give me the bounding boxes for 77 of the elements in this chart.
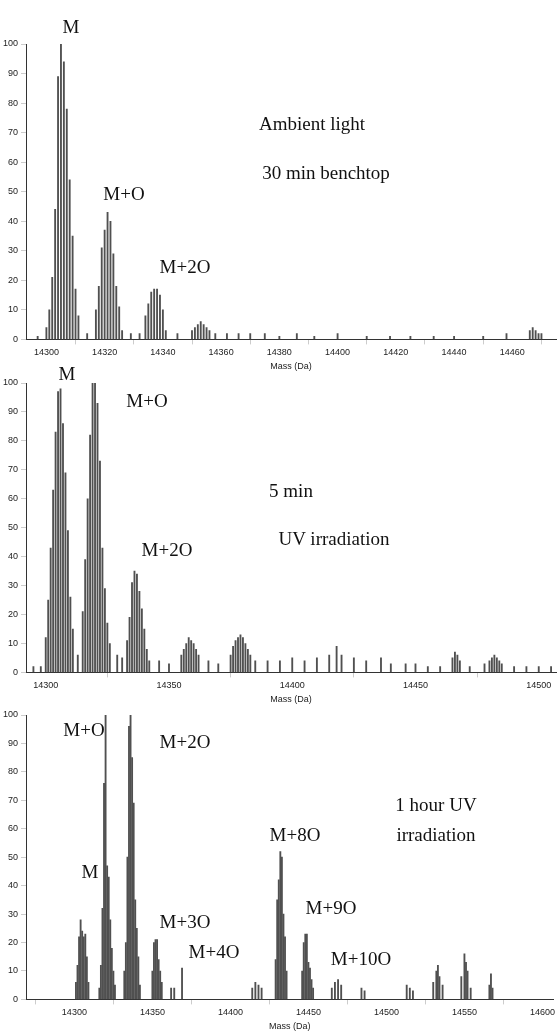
- text: M: [62, 15, 80, 37]
- y-tick-label: 50: [8, 851, 19, 862]
- annotation: M+2O: [159, 255, 211, 277]
- annotation: M+10O: [330, 947, 392, 969]
- y-tick-label: 70: [8, 464, 19, 475]
- y-tick-label: 90: [8, 406, 19, 417]
- y-tick-label: 80: [8, 766, 19, 777]
- y-tick-label: 100: [2, 377, 19, 388]
- annotation: M: [58, 362, 76, 384]
- y-tick-label: 40: [8, 215, 19, 226]
- annotation: M+O: [126, 389, 168, 411]
- annotation: M+9O: [305, 896, 357, 918]
- x-tick-label: 14360: [208, 347, 234, 358]
- annotation: M+4O: [188, 940, 240, 962]
- annotation: M+2O: [159, 730, 211, 752]
- x-axis-title: Mass (Da): [270, 361, 312, 372]
- x-tick-label: 14500: [373, 1007, 399, 1018]
- annotation: irradiation: [396, 823, 476, 845]
- x-axis-title: Mass (Da): [268, 1021, 311, 1032]
- x-tick-label: 14340: [150, 347, 176, 358]
- annotation: 30 min benchtop: [262, 161, 390, 183]
- y-tick-label: 20: [8, 937, 19, 947]
- y-tick-label: 10: [8, 965, 19, 976]
- x-tick-label: 14400: [325, 347, 351, 358]
- annotation: M+O: [63, 718, 105, 740]
- x-tick-label: 14350: [156, 680, 182, 691]
- y-tick-label: 50: [8, 186, 19, 197]
- y-tick-label: 40: [8, 880, 19, 891]
- annotation: M+O: [103, 182, 145, 204]
- y-tick-label: 60: [8, 823, 19, 834]
- annotation: M+2O: [141, 538, 193, 560]
- y-tick-label: 90: [8, 68, 19, 79]
- x-axis-title: Mass (Da): [270, 694, 312, 705]
- y-tick-label: 60: [8, 156, 19, 167]
- y-tick-label: 0: [13, 993, 19, 1004]
- y-tick-label: 50: [8, 522, 19, 533]
- y-tick-label: 60: [8, 493, 19, 504]
- annotation: 1 hour UV: [395, 793, 477, 815]
- y-tick-label: 30: [8, 908, 19, 919]
- y-tick-label: 10: [8, 637, 19, 648]
- x-tick-label: 14350: [139, 1007, 165, 1018]
- y-tick-label: 30: [8, 245, 19, 256]
- y-tick-label: 100: [2, 709, 19, 720]
- x-tick-label: 14300: [61, 1007, 87, 1018]
- x-tick-label: 14400: [217, 1007, 243, 1018]
- x-tick-label: 14450: [402, 680, 429, 691]
- y-tick-label: 10: [8, 304, 19, 315]
- annotation: M: [81, 860, 99, 882]
- y-tick-label: 70: [8, 794, 19, 805]
- x-tick-label: 14500: [526, 680, 552, 691]
- x-tick-label: 14300: [33, 347, 59, 358]
- x-tick-label: 14400: [279, 680, 305, 691]
- y-tick-label: 90: [8, 737, 19, 748]
- annotation: M+8O: [269, 823, 321, 845]
- annotation: M+3O: [159, 910, 211, 932]
- x-tick-label: 14460: [499, 347, 525, 358]
- x-tick-label: 14550: [451, 1007, 477, 1018]
- y-tick-label: 40: [8, 551, 19, 562]
- y-tick-label: 80: [8, 435, 19, 446]
- annotation: 5 min: [269, 479, 313, 501]
- x-tick-label: 14600: [529, 1007, 555, 1018]
- y-tick-label: 20: [8, 274, 19, 285]
- annotation: Ambient light: [258, 112, 366, 134]
- y-tick-label: 0: [13, 333, 19, 344]
- x-tick-label: 14440: [441, 347, 467, 358]
- y-tick-label: 80: [8, 97, 19, 108]
- y-tick-label: 0: [13, 666, 19, 677]
- x-tick-label: 14450: [295, 1007, 321, 1018]
- x-tick-label: 14380: [266, 347, 292, 358]
- x-tick-label: 14300: [33, 680, 59, 691]
- annotation: UV irradiation: [278, 527, 390, 549]
- x-tick-label: 14320: [92, 347, 118, 358]
- y-tick-label: 20: [8, 609, 19, 619]
- y-tick-label: 30: [8, 580, 19, 591]
- y-tick-label: 70: [8, 127, 19, 138]
- x-tick-label: 14420: [383, 347, 409, 358]
- y-tick-label: 100: [2, 38, 19, 49]
